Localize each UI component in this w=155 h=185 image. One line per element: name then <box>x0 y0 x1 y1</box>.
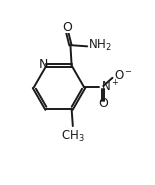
Text: O: O <box>98 97 108 110</box>
Text: N: N <box>39 58 49 71</box>
Text: O$^-$: O$^-$ <box>114 69 133 82</box>
Text: CH$_3$: CH$_3$ <box>61 129 85 144</box>
Text: NH$_2$: NH$_2$ <box>88 38 112 53</box>
Text: N$^+$: N$^+$ <box>101 79 120 95</box>
Text: O: O <box>62 21 72 34</box>
